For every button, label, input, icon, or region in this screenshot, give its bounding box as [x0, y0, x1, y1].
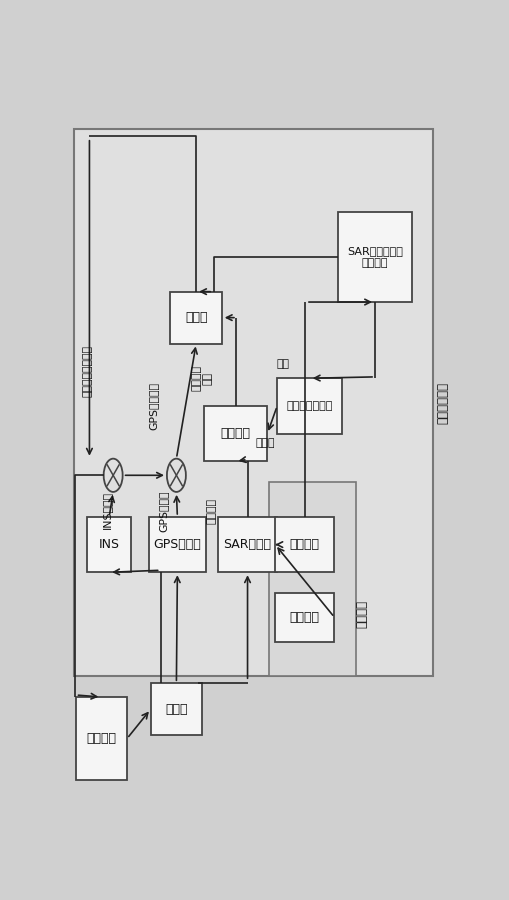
- FancyBboxPatch shape: [149, 517, 206, 572]
- Text: 目标识别: 目标识别: [355, 600, 368, 628]
- FancyBboxPatch shape: [217, 517, 277, 572]
- Text: 导航误差校正信息: 导航误差校正信息: [82, 346, 92, 397]
- FancyBboxPatch shape: [151, 683, 202, 735]
- Text: SAR传感器: SAR传感器: [223, 538, 271, 551]
- Text: GPS测量偏差: GPS测量偏差: [149, 382, 159, 430]
- FancyBboxPatch shape: [88, 517, 131, 572]
- Text: 控制系统: 控制系统: [86, 732, 116, 745]
- Text: GPS测量值: GPS测量值: [158, 491, 168, 532]
- Text: GPS接收机: GPS接收机: [153, 538, 201, 551]
- FancyBboxPatch shape: [170, 292, 221, 344]
- FancyBboxPatch shape: [275, 593, 334, 642]
- Text: 目标模板: 目标模板: [289, 611, 319, 624]
- Text: 图像匹配: 图像匹配: [220, 428, 250, 440]
- Text: 校正图像: 校正图像: [206, 499, 216, 525]
- Text: 查询: 查询: [276, 359, 289, 369]
- Text: 位置航向
偏差: 位置航向 偏差: [191, 365, 212, 392]
- FancyBboxPatch shape: [204, 406, 267, 462]
- Text: 无人机: 无人机: [165, 703, 187, 716]
- Text: INS: INS: [99, 538, 120, 551]
- FancyBboxPatch shape: [338, 212, 411, 302]
- FancyBboxPatch shape: [73, 129, 433, 676]
- Text: 导航信息融合: 导航信息融合: [436, 382, 449, 424]
- Text: SAR视区及定位
参数计算: SAR视区及定位 参数计算: [347, 247, 402, 268]
- Text: INS测量值: INS测量值: [102, 491, 112, 529]
- Text: 数字地图数据库: 数字地图数据库: [286, 401, 332, 411]
- FancyBboxPatch shape: [275, 517, 334, 572]
- Text: 图像匹配: 图像匹配: [289, 538, 319, 551]
- FancyBboxPatch shape: [277, 378, 342, 434]
- Text: 基准图: 基准图: [255, 438, 274, 448]
- Text: 滤波器: 滤波器: [185, 311, 207, 324]
- FancyBboxPatch shape: [75, 697, 127, 780]
- FancyBboxPatch shape: [269, 482, 355, 676]
